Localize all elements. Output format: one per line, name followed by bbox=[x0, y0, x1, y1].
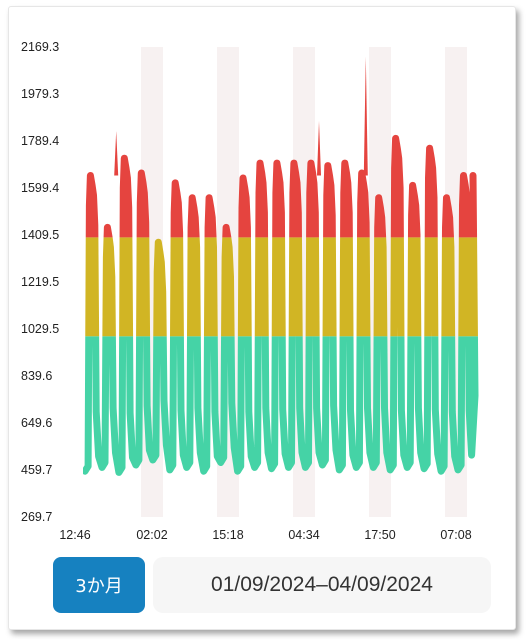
usage-chart: 2169.3 1979.3 1789.4 1599.4 1409.5 1219.5 1029… bbox=[21, 40, 479, 542]
y-tick-label: 839.6 bbox=[21, 369, 52, 383]
x-tick-label: 07:08 bbox=[440, 528, 471, 542]
x-tick-label: 12:46 bbox=[59, 528, 90, 542]
y-tick-label: 2169.3 bbox=[21, 40, 59, 54]
y-axis-ticks: 2169.3 1979.3 1789.4 1599.4 1409.5 1219.5 1029… bbox=[21, 40, 59, 524]
series-spike bbox=[363, 56, 368, 176]
y-tick-label: 1599.4 bbox=[21, 181, 59, 195]
series-spike bbox=[114, 130, 119, 176]
y-tick-label: 1409.5 bbox=[21, 228, 59, 242]
series-area bbox=[83, 56, 479, 476]
chart-card: 2169.3 1979.3 1789.4 1599.4 1409.5 1219.5 1029… bbox=[8, 6, 516, 630]
y-tick-label: 269.7 bbox=[21, 510, 52, 524]
y-tick-label: 1219.5 bbox=[21, 275, 59, 289]
y-tick-label: 1029.5 bbox=[21, 322, 59, 336]
y-tick-label: 649.6 bbox=[21, 416, 52, 430]
date-range-display[interactable]: 01/09/2024–04/09/2024 bbox=[153, 557, 491, 613]
x-tick-label: 02:02 bbox=[136, 528, 167, 542]
y-tick-label: 1789.4 bbox=[21, 134, 59, 148]
range-3-months-button[interactable]: 3か月 bbox=[53, 557, 145, 613]
x-tick-label: 15:18 bbox=[212, 528, 243, 542]
y-tick-label: 459.7 bbox=[21, 463, 52, 477]
y-tick-label: 1979.3 bbox=[21, 87, 59, 101]
series-spike bbox=[317, 121, 321, 176]
x-tick-label: 04:34 bbox=[288, 528, 319, 542]
series-line-zone bbox=[85, 134, 478, 238]
series-line-zone bbox=[83, 336, 479, 476]
x-axis-ticks: 12:46 02:02 15:18 04:34 17:50 07:08 bbox=[59, 528, 471, 542]
x-tick-label: 17:50 bbox=[364, 528, 395, 542]
